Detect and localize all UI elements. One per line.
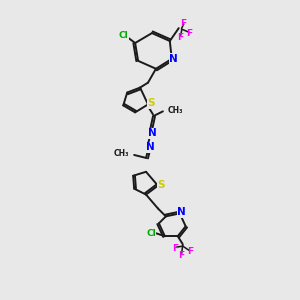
Text: CH₃: CH₃ (114, 149, 129, 158)
Text: N: N (177, 207, 186, 218)
Text: F: F (181, 19, 187, 28)
Text: N: N (169, 54, 178, 64)
Text: S: S (147, 98, 155, 108)
Text: N: N (148, 128, 156, 138)
Text: F: F (188, 247, 194, 256)
Text: Cl: Cl (118, 31, 128, 40)
Text: F: F (187, 28, 193, 38)
Text: S: S (157, 180, 165, 190)
Text: N: N (146, 142, 154, 152)
Text: F: F (172, 244, 178, 253)
Text: F: F (177, 33, 183, 42)
Text: F: F (178, 250, 184, 260)
Text: Cl: Cl (146, 229, 156, 238)
Text: CH₃: CH₃ (168, 106, 183, 115)
